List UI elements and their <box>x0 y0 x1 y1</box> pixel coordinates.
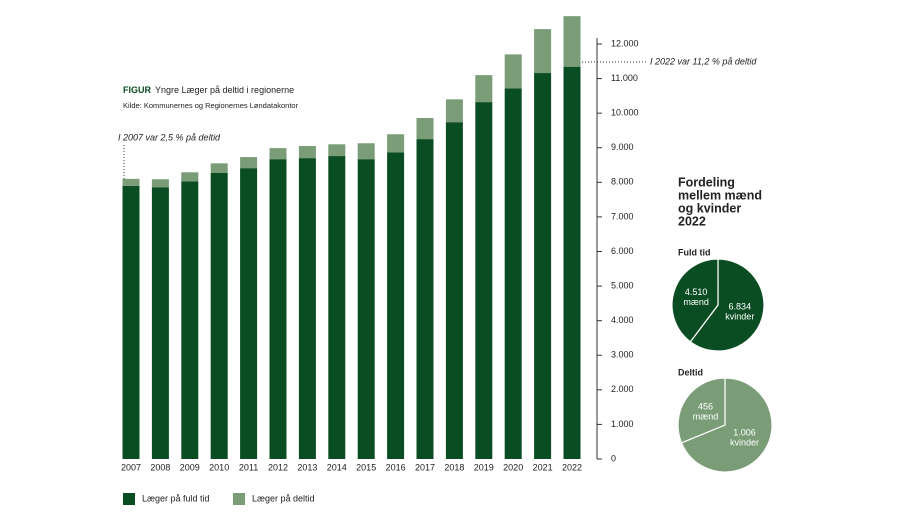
y-tick-label: 10.000 <box>611 108 639 118</box>
bar-segment <box>181 172 199 182</box>
x-tick-label: 2022 <box>562 462 582 472</box>
pie-heading: mellem mænd <box>678 188 762 202</box>
bar-segment <box>269 148 287 160</box>
x-tick-label: 2013 <box>297 462 317 472</box>
pie-category-label: mænd <box>693 411 719 421</box>
x-tick-label: 2015 <box>356 462 376 472</box>
y-tick-label: 2.000 <box>611 384 634 394</box>
x-tick-label: 2010 <box>209 462 229 472</box>
x-tick-label: 2018 <box>444 462 464 472</box>
x-tick-label: 2011 <box>239 462 258 472</box>
pie-slice <box>680 377 773 473</box>
bar-segment <box>210 172 228 459</box>
bar-segment <box>475 75 493 103</box>
bar-segment <box>416 118 434 140</box>
pie-heading: 2022 <box>678 214 706 228</box>
pie-category-label: kvinder <box>725 312 754 322</box>
bar-segment <box>387 134 405 153</box>
bar-segment <box>298 158 316 459</box>
bar-segment <box>298 146 316 159</box>
pie-value-label: 456 <box>698 401 713 411</box>
pie-heading: og kvinder <box>678 201 741 215</box>
x-tick-label: 2008 <box>150 462 170 472</box>
pie-slice <box>671 258 719 343</box>
legend-swatch <box>233 493 245 505</box>
x-tick-label: 2012 <box>268 462 288 472</box>
x-tick-label: 2020 <box>503 462 523 472</box>
y-tick-label: 4.000 <box>611 315 634 325</box>
legend-swatch <box>123 493 135 505</box>
annotation: I 2007 var 2,5 % på deltid <box>118 132 221 142</box>
pie-slice <box>677 377 726 444</box>
bar-segment <box>328 156 346 460</box>
y-tick-label: 1.000 <box>611 419 634 429</box>
x-tick-label: 2007 <box>121 462 141 472</box>
bar-segment <box>534 73 552 460</box>
legend-label: Læger på fuld tid <box>142 493 210 503</box>
source: Kilde: Kommunernes og Regionernes Løndat… <box>123 101 299 110</box>
pie-category-label: mænd <box>683 297 709 307</box>
y-tick-label: 0 <box>611 453 616 463</box>
bar-segment <box>534 29 552 74</box>
x-tick-label: 2016 <box>386 462 406 472</box>
y-tick-label: 11.000 <box>611 73 638 83</box>
bar-segment <box>210 163 228 173</box>
pie-category-label: kvinder <box>730 437 759 447</box>
y-tick-label: 12.000 <box>611 38 639 48</box>
title-prefix: FIGUR <box>123 85 151 95</box>
bar-segment <box>122 178 140 186</box>
legend-label: Læger på deltid <box>252 493 315 503</box>
bar-segment <box>151 187 169 460</box>
bar-segment <box>563 66 581 459</box>
x-tick-label: 2021 <box>533 462 553 472</box>
bar-segment <box>328 144 346 157</box>
bar-segment <box>269 159 287 459</box>
y-tick-label: 9.000 <box>611 142 634 152</box>
pie-subtitle: Deltid <box>678 367 703 377</box>
pie-subtitle: Fuld tid <box>678 247 711 257</box>
annotation: I 2022 var 11,2 % på deltid <box>650 56 757 66</box>
y-tick-label: 7.000 <box>611 211 634 221</box>
bar-segment <box>416 139 434 459</box>
pie-value-label: 6.834 <box>729 302 752 312</box>
pie-slice <box>689 258 765 352</box>
bar-segment <box>240 157 258 169</box>
bar-segment <box>122 185 140 459</box>
bar-segment <box>563 16 581 67</box>
y-tick-label: 8.000 <box>611 177 634 187</box>
bar-segment <box>151 179 169 188</box>
x-tick-label: 2017 <box>415 462 435 472</box>
bar-segment <box>445 99 463 123</box>
pie-value-label: 4.510 <box>685 287 708 297</box>
bar-segment <box>445 122 463 460</box>
x-tick-label: 2009 <box>180 462 200 472</box>
bar-segment <box>504 54 522 89</box>
bar-segment <box>475 102 493 459</box>
bar-segment <box>357 159 375 459</box>
bar-segment <box>357 143 375 160</box>
pie-value-label: 1.006 <box>733 427 756 437</box>
pie-heading: Fordeling <box>678 175 735 189</box>
x-tick-label: 2014 <box>327 462 347 472</box>
y-tick-label: 6.000 <box>611 246 634 256</box>
x-tick-label: 2019 <box>474 462 494 472</box>
title-text: Yngre Læger på deltid i regionerne <box>155 85 294 95</box>
chart-title: FIGUR Yngre Læger på deltid i regionerne <box>123 85 294 95</box>
y-tick-label: 3.000 <box>611 350 634 360</box>
bar-segment <box>240 168 258 459</box>
bar-segment <box>504 88 522 460</box>
bar-segment <box>387 152 405 459</box>
y-tick-label: 5.000 <box>611 280 634 290</box>
bar-segment <box>181 181 199 459</box>
